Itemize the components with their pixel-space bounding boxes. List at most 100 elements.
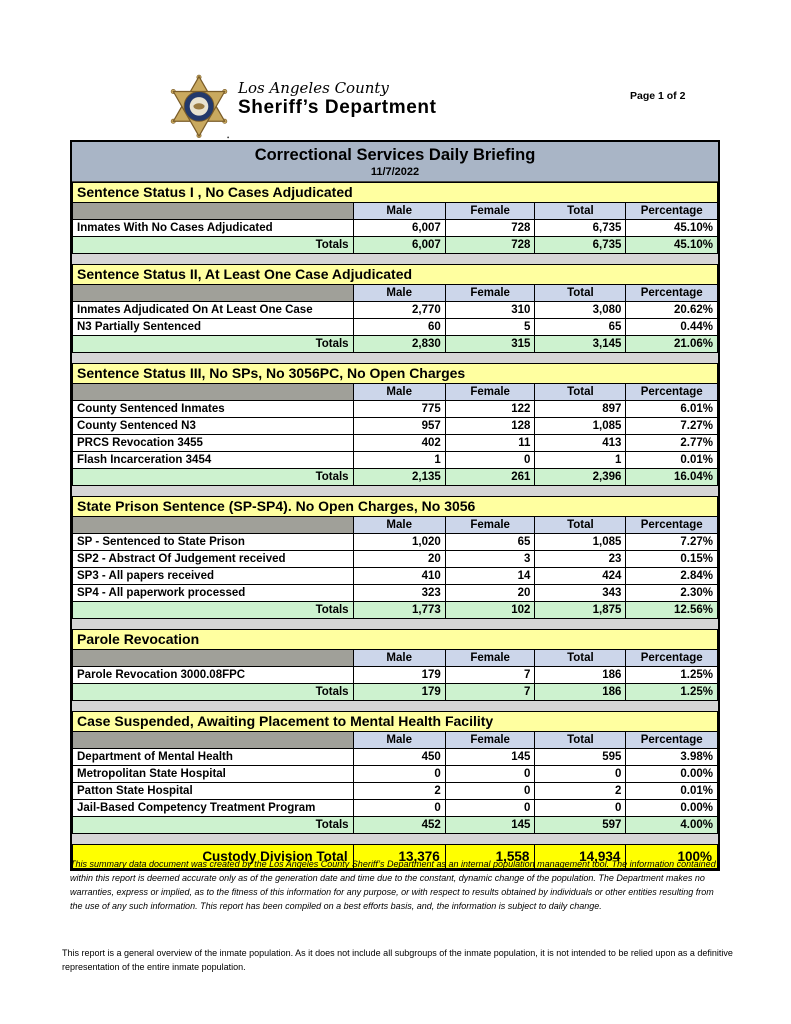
column-header-male: Male [352, 284, 446, 302]
totals-total-value: 186 [534, 683, 627, 701]
row-female-value: 0 [444, 782, 536, 800]
totals-total-value: 6,735 [534, 236, 627, 254]
totals-male-value: 1,773 [352, 601, 446, 619]
row-male-value: 2 [352, 782, 446, 800]
column-header-female: Female [444, 731, 536, 749]
row-female-value: 145 [444, 748, 536, 766]
column-header-female: Female [444, 284, 536, 302]
row-female-value: 65 [444, 533, 536, 551]
custody-total-total: 14,934 [534, 844, 627, 869]
corner-cell [72, 202, 354, 220]
totals-row: Totals 2,830 315 3,145 21.06% [72, 335, 718, 353]
totals-label: Totals [72, 601, 354, 619]
row-male-value: 775 [352, 400, 446, 418]
totals-row: Totals 452 145 597 4.00% [72, 816, 718, 834]
column-header-female: Female [444, 202, 536, 220]
row-female-value: 14 [444, 567, 536, 585]
row-total-value: 897 [534, 400, 627, 418]
column-header-total: Total [534, 516, 627, 534]
totals-row: Totals 2,135 261 2,396 16.04% [72, 468, 718, 486]
custody-total-percentage: 100% [625, 844, 718, 869]
section-table: Male Female Total Percentage Parole Revo… [72, 649, 718, 701]
column-header-male: Male [352, 516, 446, 534]
table-row: Department of Mental Health 450 145 595 … [72, 748, 718, 766]
totals-total-value: 3,145 [534, 335, 627, 353]
section-table: Male Female Total Percentage Inmates Adj… [72, 284, 718, 353]
custody-division-total-table: Custody Division Total 13,376 1,558 14,9… [72, 844, 718, 869]
totals-male-value: 179 [352, 683, 446, 701]
row-label: SP3 - All papers received [72, 567, 354, 585]
column-header-percentage: Percentage [625, 383, 718, 401]
row-label: Inmates With No Cases Adjudicated [72, 219, 354, 237]
section-title: Case Suspended, Awaiting Placement to Me… [72, 711, 718, 731]
row-total-value: 3,080 [534, 301, 627, 319]
sections-container: Sentence Status I , No Cases Adjudicated… [72, 182, 718, 834]
section-title: Sentence Status I , No Cases Adjudicated [72, 182, 718, 202]
row-label: Metropolitan State Hospital [72, 765, 354, 783]
totals-total-value: 2,396 [534, 468, 627, 486]
row-percentage-value: 6.01% [625, 400, 718, 418]
overview-paragraph: This report is a general overview of the… [62, 948, 733, 973]
disclaimer-paragraph: This summary data document was created b… [70, 859, 716, 911]
totals-row: Totals 1,773 102 1,875 12.56% [72, 601, 718, 619]
row-female-value: 20 [444, 584, 536, 602]
totals-label: Totals [72, 468, 354, 486]
totals-total-value: 597 [534, 816, 627, 834]
row-male-value: 450 [352, 748, 446, 766]
section-table: Male Female Total Percentage SP - Senten… [72, 516, 718, 619]
row-label: Patton State Hospital [72, 782, 354, 800]
totals-row: Totals 6,007 728 6,735 45.10% [72, 236, 718, 254]
report-section: Parole Revocation Male Female Total Perc… [72, 629, 718, 701]
row-label: Jail-Based Competency Treatment Program [72, 799, 354, 817]
row-percentage-value: 2.77% [625, 434, 718, 452]
totals-female-value: 261 [444, 468, 536, 486]
table-row: SP2 - Abstract Of Judgement received 20 … [72, 550, 718, 568]
table-row: Jail-Based Competency Treatment Program … [72, 799, 718, 817]
row-female-value: 122 [444, 400, 536, 418]
row-percentage-value: 0.00% [625, 799, 718, 817]
section-table: Male Female Total Percentage Inmates Wit… [72, 202, 718, 254]
row-female-value: 0 [444, 451, 536, 469]
corner-cell [72, 516, 354, 534]
agency-wordmark: Los Angeles County Sheriff’s Department [238, 74, 437, 119]
column-header-male: Male [352, 731, 446, 749]
column-header-percentage: Percentage [625, 284, 718, 302]
page-indicator: Page 1 of 2 [630, 90, 686, 102]
table-row: SP - Sentenced to State Prison 1,020 65 … [72, 533, 718, 551]
report-section: State Prison Sentence (SP-SP4). No Open … [72, 496, 718, 619]
column-header-percentage: Percentage [625, 649, 718, 667]
table-row: County Sentenced Inmates 775 122 897 6.0… [72, 400, 718, 418]
row-percentage-value: 3.98% [625, 748, 718, 766]
agency-county: Los Angeles County [238, 79, 389, 97]
totals-percentage-value: 21.06% [625, 335, 718, 353]
row-male-value: 2,770 [352, 301, 446, 319]
briefing-container: Correctional Services Daily Briefing 11/… [70, 140, 720, 871]
row-label: SP - Sentenced to State Prison [72, 533, 354, 551]
row-total-value: 65 [534, 318, 627, 336]
row-label: Flash Incarceration 3454 [72, 451, 354, 469]
row-male-value: 6,007 [352, 219, 446, 237]
row-percentage-value: 45.10% [625, 219, 718, 237]
totals-percentage-value: 16.04% [625, 468, 718, 486]
custody-total-female: 1,558 [444, 844, 536, 869]
corner-cell [72, 284, 354, 302]
section-title: State Prison Sentence (SP-SP4). No Open … [72, 496, 718, 516]
totals-percentage-value: 4.00% [625, 816, 718, 834]
totals-row: Totals 179 7 186 1.25% [72, 683, 718, 701]
column-header-row: Male Female Total Percentage [72, 649, 718, 667]
row-total-value: 0 [534, 765, 627, 783]
column-header-row: Male Female Total Percentage [72, 284, 718, 302]
row-label: Parole Revocation 3000.08FPC [72, 666, 354, 684]
row-percentage-value: 2.30% [625, 584, 718, 602]
column-header-percentage: Percentage [625, 731, 718, 749]
document-header: Los Angeles County Sheriff’s Department [168, 74, 437, 140]
row-label: County Sentenced N3 [72, 417, 354, 435]
table-row: SP3 - All papers received 410 14 424 2.8… [72, 567, 718, 585]
row-percentage-value: 7.27% [625, 417, 718, 435]
table-row: Flash Incarceration 3454 1 0 1 0.01% [72, 451, 718, 469]
row-female-value: 728 [444, 219, 536, 237]
row-label: SP4 - All paperwork processed [72, 584, 354, 602]
row-female-value: 5 [444, 318, 536, 336]
row-label: PRCS Revocation 3455 [72, 434, 354, 452]
column-header-row: Male Female Total Percentage [72, 202, 718, 220]
